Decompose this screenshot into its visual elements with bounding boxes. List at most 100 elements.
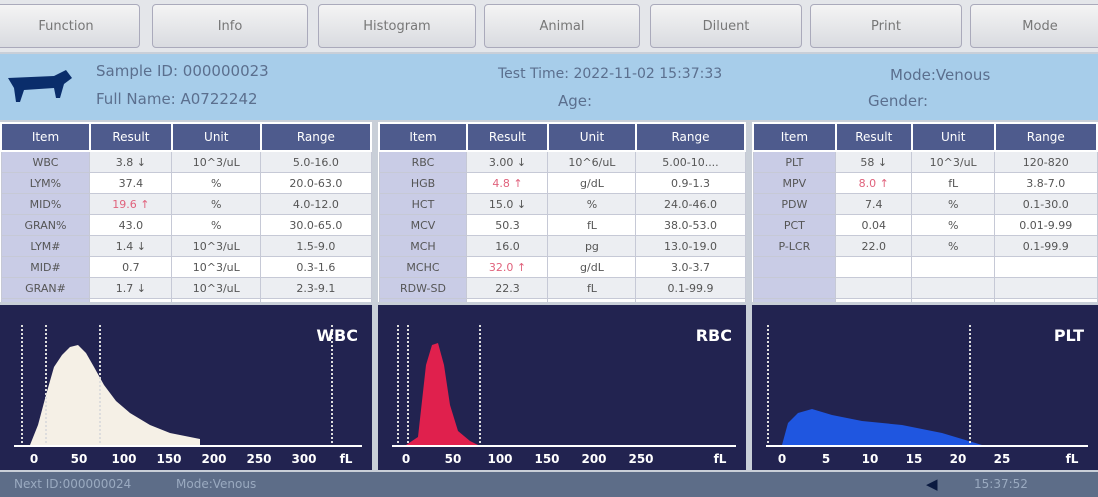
axis-label: 100	[111, 452, 136, 466]
axis-label: 300	[291, 452, 316, 466]
histogram-curve	[30, 345, 200, 445]
table-row: GRAN%43.0%30.0-65.0	[1, 215, 371, 236]
axis-label: 10	[862, 452, 879, 466]
table-cell: PDW	[753, 194, 836, 215]
table-cell: 0.3-1.6	[261, 257, 371, 278]
axis-label: 150	[156, 452, 181, 466]
toolbar-button[interactable]: Info	[152, 4, 308, 48]
table-cell: 58 ↓	[836, 151, 912, 173]
animal-icon	[4, 68, 74, 108]
axis-label: 150	[534, 452, 559, 466]
table-cell: 10^6/uL	[548, 151, 636, 173]
histogram-title: WBC	[316, 326, 358, 345]
table-row	[1, 299, 371, 303]
toolbar-button[interactable]: Animal	[484, 4, 640, 48]
column-header: Result	[836, 123, 912, 151]
back-arrow[interactable]: ◀	[926, 475, 938, 493]
table-cell: MID#	[1, 257, 90, 278]
axis-label: fL	[714, 452, 727, 466]
sample-id: Sample ID: 000000023	[96, 62, 269, 80]
table-cell: 0.1-99.9	[636, 278, 745, 299]
table-cell: g/dL	[548, 173, 636, 194]
column-header: Result	[467, 123, 548, 151]
table-row: RDW-CV14.0%14.0-19.0	[379, 299, 745, 303]
table-cell: 3.00 ↓	[467, 151, 548, 173]
table-cell: 0.9-1.3	[636, 173, 745, 194]
toolbar-button[interactable]: Diluent	[650, 4, 802, 48]
histogram-curve	[406, 343, 478, 445]
table-row	[753, 257, 1097, 278]
table-cell: 10^3/uL	[172, 278, 261, 299]
table-cell: %	[548, 194, 636, 215]
histogram-title: RBC	[696, 326, 732, 345]
toolbar-button[interactable]: Print	[810, 4, 962, 48]
table-cell: 5.00-10....	[636, 151, 745, 173]
table-cell	[836, 299, 912, 303]
table-cell: 22.0	[836, 236, 912, 257]
table-cell: %	[912, 215, 995, 236]
axis-label: 200	[581, 452, 606, 466]
table-cell: 4.0-12.0	[261, 194, 371, 215]
table-cell: PCT	[753, 215, 836, 236]
table-cell: 1.7 ↓	[90, 278, 172, 299]
table-cell: 0.7	[90, 257, 172, 278]
table-cell	[836, 257, 912, 278]
table-cell: MID%	[1, 194, 90, 215]
toolbar-button[interactable]: Function	[0, 4, 140, 48]
table-cell: 14.0	[467, 299, 548, 303]
table-cell: GRAN#	[1, 278, 90, 299]
column-header: Range	[636, 123, 745, 151]
axis-label: 0	[778, 452, 786, 466]
table-cell: P-LCR	[753, 236, 836, 257]
axis-label: 250	[246, 452, 271, 466]
toolbar-button[interactable]: Histogram	[318, 4, 476, 48]
axis-label: 5	[822, 452, 830, 466]
axis-label: 50	[71, 452, 88, 466]
table-cell: 43.0	[90, 215, 172, 236]
gender: Gender:	[868, 92, 928, 110]
mode: Mode:Venous	[890, 66, 990, 84]
table-cell: MCH	[379, 236, 467, 257]
table-cell	[912, 299, 995, 303]
table-cell: 37.4	[90, 173, 172, 194]
table-cell: 4.8 ↑	[467, 173, 548, 194]
table-cell: 1.5-9.0	[261, 236, 371, 257]
table-cell: 16.0	[467, 236, 548, 257]
toolbar-button[interactable]: Mode	[970, 4, 1098, 48]
table-cell: fL	[912, 173, 995, 194]
table-cell	[836, 278, 912, 299]
age: Age:	[558, 92, 592, 110]
table-cell	[753, 257, 836, 278]
table-cell: pg	[548, 236, 636, 257]
table-cell: %	[912, 236, 995, 257]
column-header: Range	[995, 123, 1097, 151]
table-cell: 120-820	[995, 151, 1097, 173]
table-cell	[90, 299, 172, 303]
histogram-curve	[782, 409, 982, 445]
table-cell: 3.8-7.0	[995, 173, 1097, 194]
table-cell: fL	[548, 278, 636, 299]
axis-label: fL	[1066, 452, 1079, 466]
table-cell	[995, 299, 1097, 303]
table-cell: LYM%	[1, 173, 90, 194]
table-cell: MCHC	[379, 257, 467, 278]
axis-label: 100	[487, 452, 512, 466]
table-cell: 13.0-19.0	[636, 236, 745, 257]
table-cell: 0.04	[836, 215, 912, 236]
table-cell	[912, 257, 995, 278]
table-cell: 10^3/uL	[912, 151, 995, 173]
